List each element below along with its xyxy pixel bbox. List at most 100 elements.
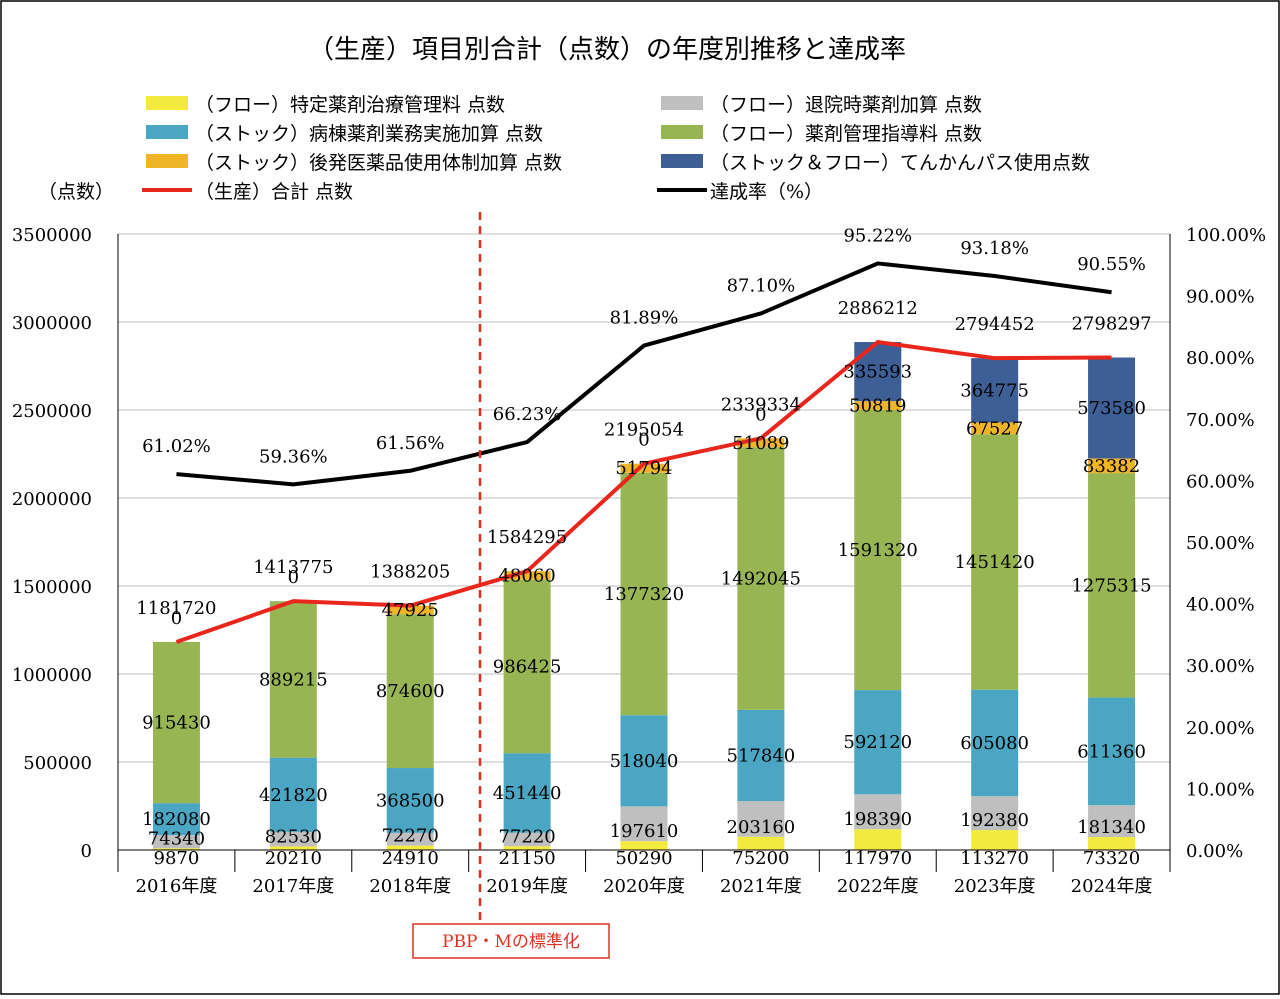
bar-segment <box>971 830 1019 850</box>
segment-data-label: 20210 <box>265 848 322 869</box>
segment-data-label: 518040 <box>610 751 679 772</box>
bar-segment <box>503 846 551 850</box>
rate-data-label: 61.56% <box>376 433 445 454</box>
bar-segment <box>971 358 1019 423</box>
total-data-label: 2886212 <box>838 298 918 319</box>
bar-segment <box>737 447 785 710</box>
left-tick-label: 500000 <box>23 753 92 774</box>
legend: （フロー）特定薬剤治療管理料 点数 （フロー）退院時薬剤加算 点数 （ストック）病棟… <box>142 94 1090 203</box>
x-tick-label: 2021年度 <box>720 876 802 897</box>
segment-data-label: 592120 <box>843 732 912 753</box>
bar-segment <box>737 836 785 850</box>
segment-data-label: 451440 <box>493 783 562 804</box>
chart-title: （生産）項目別合計（点数）の年度別推移と達成率 <box>308 35 906 65</box>
bar-segment <box>269 846 317 850</box>
legend-label: （ストック）後発医薬品使用体制加算 点数 <box>195 152 562 174</box>
legend-label: （フロー）薬剤管理指導料 点数 <box>710 123 982 145</box>
segment-data-label: 986425 <box>493 656 562 677</box>
segment-data-label: 67527 <box>966 418 1023 439</box>
segment-data-label: 117970 <box>843 848 912 869</box>
bar-segment <box>152 835 200 849</box>
segment-data-label: 0 <box>288 567 299 588</box>
right-tick-label: 50.00% <box>1186 533 1255 554</box>
x-tick-label: 2018年度 <box>369 876 451 897</box>
bar-segment <box>620 472 668 716</box>
legend-label: （ストック＆フロー）てんかんパス使用点数 <box>710 152 1090 174</box>
segment-data-label: 889215 <box>259 669 328 690</box>
segment-data-label: 611360 <box>1077 741 1146 762</box>
bar-segment <box>1088 473 1136 698</box>
bar-segment <box>854 410 902 691</box>
total-data-label: 1413775 <box>253 557 333 578</box>
x-tick-label: 2019年度 <box>486 876 568 897</box>
right-tick-label: 40.00% <box>1186 595 1255 616</box>
segment-data-label: 113270 <box>960 848 1029 869</box>
bar-segment <box>854 342 902 402</box>
bar-segment <box>1088 357 1136 459</box>
bar-segment <box>620 463 668 473</box>
bar-segment <box>620 715 668 807</box>
bar-segment <box>1088 805 1136 838</box>
bar-segment <box>737 438 785 448</box>
bar-segment <box>269 831 317 847</box>
total-data-label: 1388205 <box>370 562 450 583</box>
segment-data-label: 192380 <box>960 810 1029 831</box>
bar-segment <box>854 690 902 795</box>
bar-segment <box>152 642 200 804</box>
x-tick-label: 2024年度 <box>1071 876 1153 897</box>
left-tick-label: 3500000 <box>12 225 92 246</box>
segment-data-label: 48060 <box>498 565 555 586</box>
segment-data-label: 1591320 <box>838 540 918 561</box>
right-tick-label: 30.00% <box>1186 656 1255 677</box>
segment-data-label: 73320 <box>1083 848 1140 869</box>
bar-segment <box>269 757 317 832</box>
legend-swatch <box>661 125 703 139</box>
bar-segment <box>971 689 1019 797</box>
bar-segment <box>737 801 785 837</box>
rate-data-label: 95.22% <box>843 225 912 246</box>
legend-swatch <box>146 125 188 139</box>
total-data-label: 1181720 <box>136 598 216 619</box>
left-tick-label: 1000000 <box>12 665 92 686</box>
segment-data-label: 1377320 <box>604 584 684 605</box>
segment-data-label: 24910 <box>382 848 439 869</box>
bar-segment <box>503 579 551 754</box>
legend-swatch <box>146 96 188 110</box>
total-data-label: 2339334 <box>721 394 801 415</box>
segment-data-label: 74340 <box>148 828 205 849</box>
bar-segment <box>386 768 434 833</box>
right-tick-label: 90.00% <box>1186 287 1255 308</box>
segment-data-label: 47925 <box>382 600 439 621</box>
legend-label: （フロー）特定薬剤治療管理料 点数 <box>195 94 505 116</box>
rate-data-label: 81.89% <box>610 308 679 329</box>
bar-segment <box>503 832 551 847</box>
segment-data-label: 75200 <box>732 848 789 869</box>
x-tick-label: 2023年度 <box>954 876 1036 897</box>
rate-line <box>176 261 1112 487</box>
bar-segment <box>386 614 434 769</box>
legend-swatch <box>661 96 703 110</box>
rate-data-label: 87.10% <box>727 275 796 296</box>
bar-segment <box>152 848 200 850</box>
x-tick-label: 2022年度 <box>837 876 919 897</box>
annotation-text: PBP・Mの標準化 <box>442 932 580 952</box>
right-tick-label: 0.00% <box>1186 841 1243 862</box>
segment-data-label: 368500 <box>376 790 445 811</box>
right-tick-label: 20.00% <box>1186 718 1255 739</box>
segment-data-label: 0 <box>171 608 182 629</box>
bar-segment <box>971 796 1019 831</box>
bar-segment <box>503 571 551 580</box>
segment-data-label: 9870 <box>154 848 200 869</box>
legend-label: （生産）合計 点数 <box>195 181 353 203</box>
left-tick-label: 2000000 <box>12 489 92 510</box>
segment-data-label: 1451420 <box>955 552 1035 573</box>
segment-data-label: 51089 <box>732 433 789 454</box>
legend-label: （ストック）病棟薬剤業務実施加算 点数 <box>195 123 543 145</box>
right-tick-label: 60.00% <box>1186 471 1255 492</box>
right-tick-label: 80.00% <box>1186 348 1255 369</box>
segment-data-label: 72270 <box>382 826 439 847</box>
segment-data-label: 517840 <box>727 745 796 766</box>
rate-data-label: 59.36% <box>259 446 328 467</box>
bar-segment <box>620 806 668 842</box>
bar-segment <box>152 803 200 836</box>
